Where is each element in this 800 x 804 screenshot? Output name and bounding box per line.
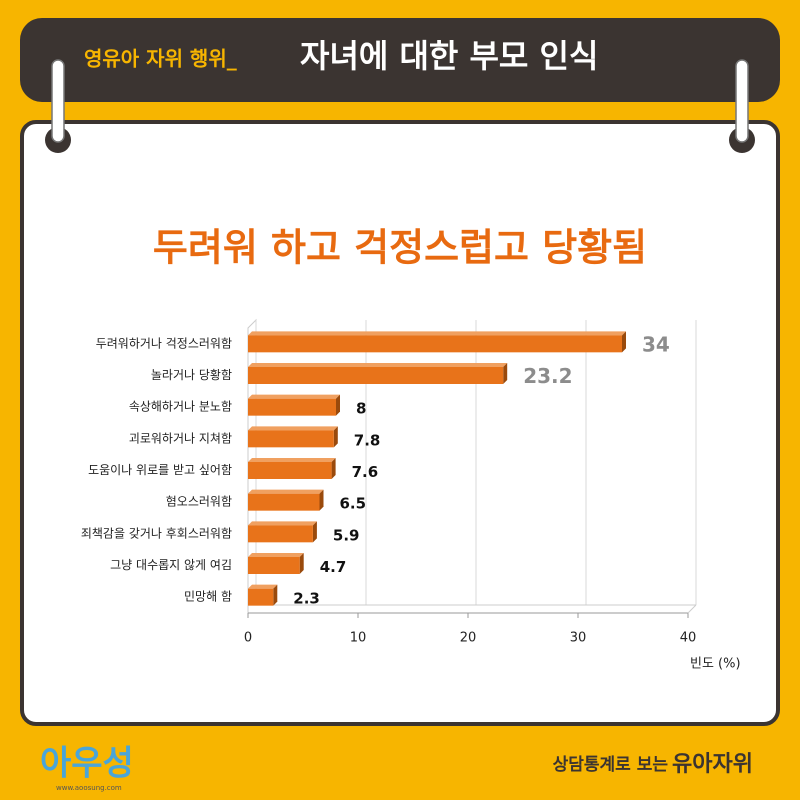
x-tick-label: 20 xyxy=(460,631,477,646)
bar-top xyxy=(248,331,626,336)
bar xyxy=(248,335,622,353)
bar xyxy=(248,588,274,606)
bar xyxy=(248,525,313,543)
bar xyxy=(248,462,332,479)
x-axis-label: 빈도 (%) xyxy=(690,657,741,672)
bar xyxy=(248,367,504,384)
bar-side xyxy=(333,426,338,448)
value-label: 23.2 xyxy=(523,364,572,388)
y-tick-label: 혐오스러워함 xyxy=(166,495,232,509)
value-label: 34 xyxy=(642,332,670,356)
header-title: 자녀에 대한 부모 인식 xyxy=(300,37,598,75)
chart-title: 두려워 하고 걱정스럽고 당황됨 xyxy=(153,226,647,270)
bar xyxy=(248,398,336,416)
bar-top xyxy=(248,521,317,526)
footer-caption: 유아자위 xyxy=(672,752,753,777)
ring xyxy=(735,59,749,143)
value-label: 7.8 xyxy=(354,431,381,449)
bar-top xyxy=(248,553,304,557)
y-tick-label: 두려워하거나 걱정스러워함 xyxy=(96,336,232,350)
bar-side xyxy=(299,553,304,574)
bar xyxy=(248,493,320,511)
header-bar xyxy=(20,18,780,102)
footer-caption-prefix: 상담통계로 보는 xyxy=(553,755,669,775)
value-label: 7.6 xyxy=(352,463,379,481)
bar-side xyxy=(312,521,317,543)
bar-side xyxy=(331,458,336,479)
y-tick-label: 민망해 함 xyxy=(184,590,232,604)
x-tick-label: 10 xyxy=(350,631,367,646)
bar xyxy=(248,430,334,448)
bar-top xyxy=(248,584,278,589)
x-tick-label: 30 xyxy=(570,631,587,646)
y-tick-label: 도움이나 위로를 받고 싶어함 xyxy=(88,463,232,477)
floor-edge xyxy=(687,604,697,614)
bar-side xyxy=(622,331,626,353)
y-tick-label: 놀라거나 당황함 xyxy=(151,368,232,382)
value-label: 6.5 xyxy=(340,495,367,513)
bar-side xyxy=(503,363,508,384)
value-label: 2.3 xyxy=(293,590,320,608)
value-label: 4.7 xyxy=(320,558,347,576)
x-tick-label: 0 xyxy=(244,631,252,646)
y-tick-label: 괴로워하거나 지쳐함 xyxy=(129,431,232,445)
header-prefix: 영유아 자위 행위_ xyxy=(84,47,237,71)
ring xyxy=(51,59,65,143)
bar xyxy=(248,557,300,574)
card xyxy=(20,120,780,726)
value-label: 8 xyxy=(356,400,366,418)
bar-top xyxy=(248,363,508,367)
y-tick-label: 그냥 대수롭지 않게 여김 xyxy=(110,558,232,572)
bar-side xyxy=(273,584,278,606)
logo-site: www.aoosung.com xyxy=(56,784,122,792)
bar-top xyxy=(248,426,338,431)
logo: 아우성 xyxy=(40,744,134,784)
bar-top xyxy=(248,394,340,399)
bar-top xyxy=(248,458,336,462)
bar-top xyxy=(248,489,324,494)
bar-side xyxy=(336,394,340,416)
y-tick-label: 속상해하거나 분노함 xyxy=(129,400,232,414)
x-tick-label: 40 xyxy=(680,631,697,646)
value-label: 5.9 xyxy=(333,526,360,544)
y-tick-label: 죄책감을 갖거나 후회스러워함 xyxy=(81,525,232,540)
bar-side xyxy=(319,489,324,511)
